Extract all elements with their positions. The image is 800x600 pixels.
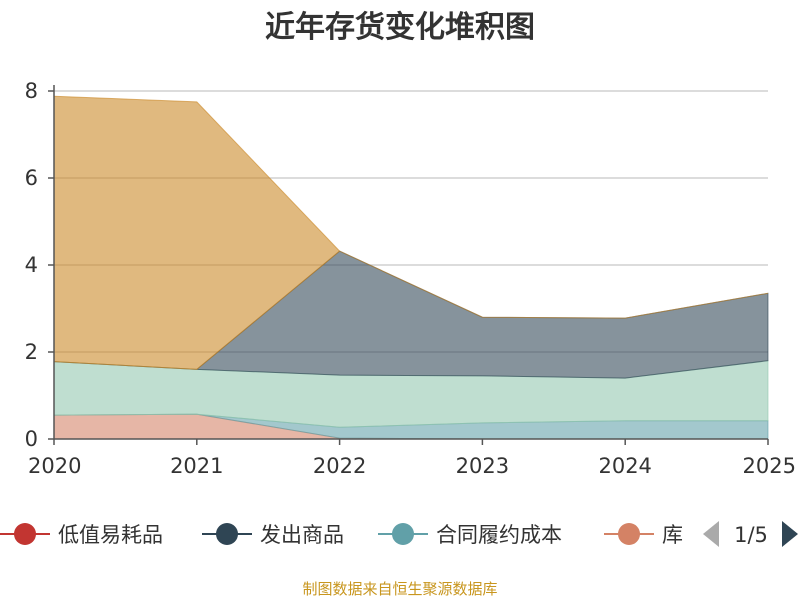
chart-title: 近年存货变化堆积图 <box>265 10 535 45</box>
area-series-5 <box>53 95 769 370</box>
axes: 2020 2021 2022 2023 2024 2025 <box>28 85 796 478</box>
legend-item[interactable]: 合同履约成本 <box>378 523 562 547</box>
legend-prev-page-icon[interactable] <box>703 521 719 547</box>
legend-marker-icon <box>216 523 238 545</box>
x-tick-label: 2021 <box>170 454 223 478</box>
x-tick-label: 2023 <box>456 454 509 478</box>
legend-label: 库 <box>662 523 683 547</box>
y-tick-label: 2 <box>25 340 38 364</box>
legend-marker-icon <box>14 523 36 545</box>
y-tick-label: 6 <box>25 166 38 190</box>
legend: 低值易耗品 发出商品 合同履约成本 库 <box>0 523 683 547</box>
y-tick-label: 0 <box>25 427 38 451</box>
legend-next-page-icon[interactable] <box>782 521 798 547</box>
legend-label: 合同履约成本 <box>436 523 562 547</box>
data-source-note: 制图数据来自恒生聚源数据库 <box>302 580 497 598</box>
plot-areas: 低值易耗品库合同履约成本发出商品 <box>53 95 769 440</box>
legend-pager: 1/5 <box>703 521 798 547</box>
x-tick-label: 2024 <box>598 454 651 478</box>
legend-marker-icon <box>392 523 414 545</box>
legend-marker-icon <box>618 523 640 545</box>
x-tick-label: 2025 <box>743 454 796 478</box>
legend-page-indicator: 1/5 <box>734 523 768 547</box>
legend-label: 低值易耗品 <box>58 523 163 547</box>
legend-label: 发出商品 <box>260 523 344 547</box>
x-tick-label: 2020 <box>28 454 81 478</box>
x-tick-label: 2022 <box>313 454 366 478</box>
y-tick-label: 4 <box>25 253 38 277</box>
legend-item[interactable]: 低值易耗品 <box>0 523 163 547</box>
legend-item[interactable]: 库 <box>604 523 683 547</box>
legend-item[interactable]: 发出商品 <box>202 523 344 547</box>
y-tick-label: 8 <box>25 79 38 103</box>
